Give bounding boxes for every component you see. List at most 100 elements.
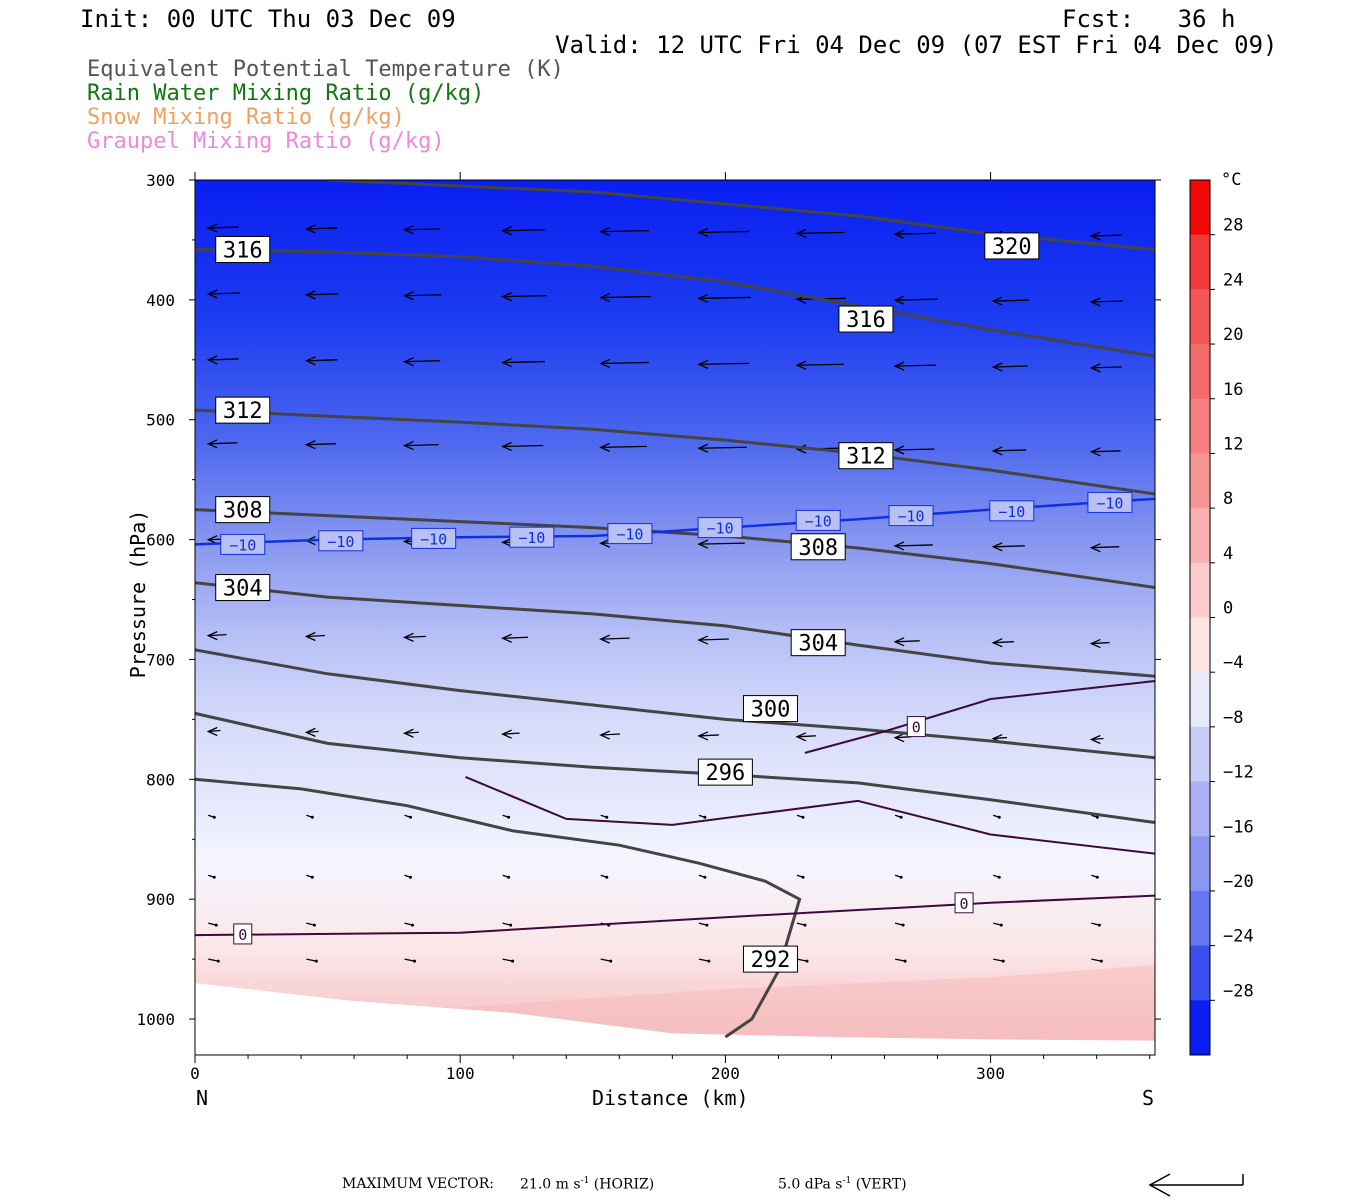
wind-vector	[697, 539, 745, 549]
svg-text:316: 316	[846, 308, 886, 333]
theta-e-contour	[195, 777, 802, 1039]
wind-vector	[206, 726, 221, 737]
colorbar-swatch	[1190, 562, 1210, 618]
theta-e-label: 300	[742, 695, 798, 723]
wind-vector	[698, 814, 707, 819]
temperature-contour	[465, 775, 1155, 855]
colorbar-swatch	[1190, 781, 1210, 837]
y-tick-label: 800	[146, 770, 175, 789]
wind-vector	[306, 922, 316, 927]
wind-vector	[402, 728, 419, 738]
wind-vector	[993, 814, 1001, 819]
wind-vector	[796, 814, 805, 819]
svg-text:0: 0	[912, 719, 921, 737]
theta-e-label: 320	[984, 232, 1040, 260]
wind-vector	[796, 874, 805, 879]
wind-vector	[893, 445, 935, 455]
theta-e-label: 312	[215, 396, 271, 424]
svg-text:0: 0	[238, 926, 247, 944]
wind-vector	[304, 440, 337, 450]
wind-vector	[402, 291, 442, 301]
colorbar-swatch	[1190, 289, 1210, 345]
wind-vector	[501, 729, 520, 739]
svg-text:−10: −10	[998, 503, 1025, 521]
colorbar-tick-label: −28	[1223, 981, 1254, 1001]
svg-text:308: 308	[223, 499, 263, 524]
wind-vector	[599, 634, 630, 644]
wind-vector	[893, 361, 937, 371]
colorbar-swatch	[1190, 890, 1210, 947]
wind-vector	[796, 922, 807, 927]
wind-vector	[402, 632, 426, 642]
colorbar-tick-label: 28	[1223, 216, 1243, 236]
axes: 300 400 500 600 700 800 900 1000 0 100 200 300	[136, 171, 1161, 1083]
theta-e-label: 308	[790, 533, 846, 561]
svg-text:296: 296	[706, 761, 746, 786]
wind-vector	[993, 958, 1005, 963]
wind-vector	[501, 226, 546, 236]
colorbar-swatch	[1190, 672, 1210, 728]
colorbar-unit: °C	[1221, 170, 1242, 190]
svg-text:320: 320	[992, 235, 1032, 260]
wind-vector	[599, 292, 651, 303]
wind-vector	[501, 633, 529, 643]
wind-vector	[599, 358, 649, 369]
wind-vector	[1091, 814, 1099, 819]
y-tick-label: 600	[146, 531, 175, 550]
wind-vector	[404, 958, 417, 963]
wind-vector	[306, 874, 314, 879]
wind-vector	[1089, 231, 1122, 241]
wind-vector	[893, 295, 938, 305]
wind-vector	[304, 631, 325, 642]
wind-vector	[795, 228, 845, 238]
wind-vector	[698, 958, 711, 963]
wind-vector	[697, 635, 729, 645]
theta-e-label: 308	[215, 496, 271, 524]
svg-text:−10: −10	[327, 533, 354, 551]
wind-vector	[502, 814, 511, 819]
y-tick-label: 700	[146, 650, 175, 669]
wind-vector	[502, 922, 513, 927]
temperature-label: −10	[1087, 491, 1133, 513]
colorbar-swatch	[1190, 617, 1210, 673]
wind-vector	[1089, 363, 1122, 373]
temperature-label: 0	[906, 716, 926, 738]
y-tick-label: 500	[146, 411, 175, 430]
temperature-label: −10	[795, 509, 841, 531]
wind-vector	[698, 874, 707, 879]
wind-vector	[502, 958, 515, 963]
wind-vector	[208, 958, 220, 963]
wind-vector	[698, 922, 709, 927]
colorbar-swatch	[1190, 945, 1210, 1001]
colorbar-tick-label: 20	[1223, 325, 1243, 345]
wind-vector	[697, 227, 749, 238]
legend-graupel: Graupel Mixing Ratio (g/kg)	[87, 129, 445, 154]
y-tick-label: 300	[146, 171, 175, 190]
wind-vector	[206, 289, 240, 299]
wind-vector	[893, 541, 933, 551]
svg-text:−10: −10	[616, 526, 643, 544]
wind-vector	[304, 290, 339, 300]
wind-vector	[1089, 543, 1120, 553]
wind-vector	[796, 958, 809, 963]
wind-vector	[208, 922, 218, 927]
max-vector-horiz: 21.0 m s-1 (HORIZ)	[520, 1176, 655, 1193]
temperature-contour	[195, 894, 1155, 937]
temperature-gradient	[195, 180, 1155, 1055]
init-time: Init: 00 UTC Thu 03 Dec 09	[80, 5, 456, 33]
contour-labels: 316 320 316 312 312 308 308 304 304 300 296 292 −10 −…	[215, 232, 1133, 973]
svg-text:292: 292	[751, 948, 791, 973]
theta-e-label: 296	[697, 758, 753, 786]
wind-vector	[1089, 638, 1110, 649]
wind-vector	[206, 631, 227, 641]
colorbar-swatch	[1190, 836, 1210, 892]
colorbar-swatch	[1190, 1000, 1210, 1056]
max-vector-label: MAXIMUM VECTOR:	[342, 1176, 494, 1192]
colorbar-tick-label: −24	[1223, 927, 1254, 947]
max-vector-vert: 5.0 dPa s-1 (VERT)	[778, 1176, 907, 1193]
wind-vector	[600, 958, 613, 963]
wind-vector	[599, 442, 647, 452]
wind-vector	[697, 731, 719, 741]
wind-vector	[991, 446, 1027, 456]
theta-e-label: 304	[215, 574, 271, 602]
